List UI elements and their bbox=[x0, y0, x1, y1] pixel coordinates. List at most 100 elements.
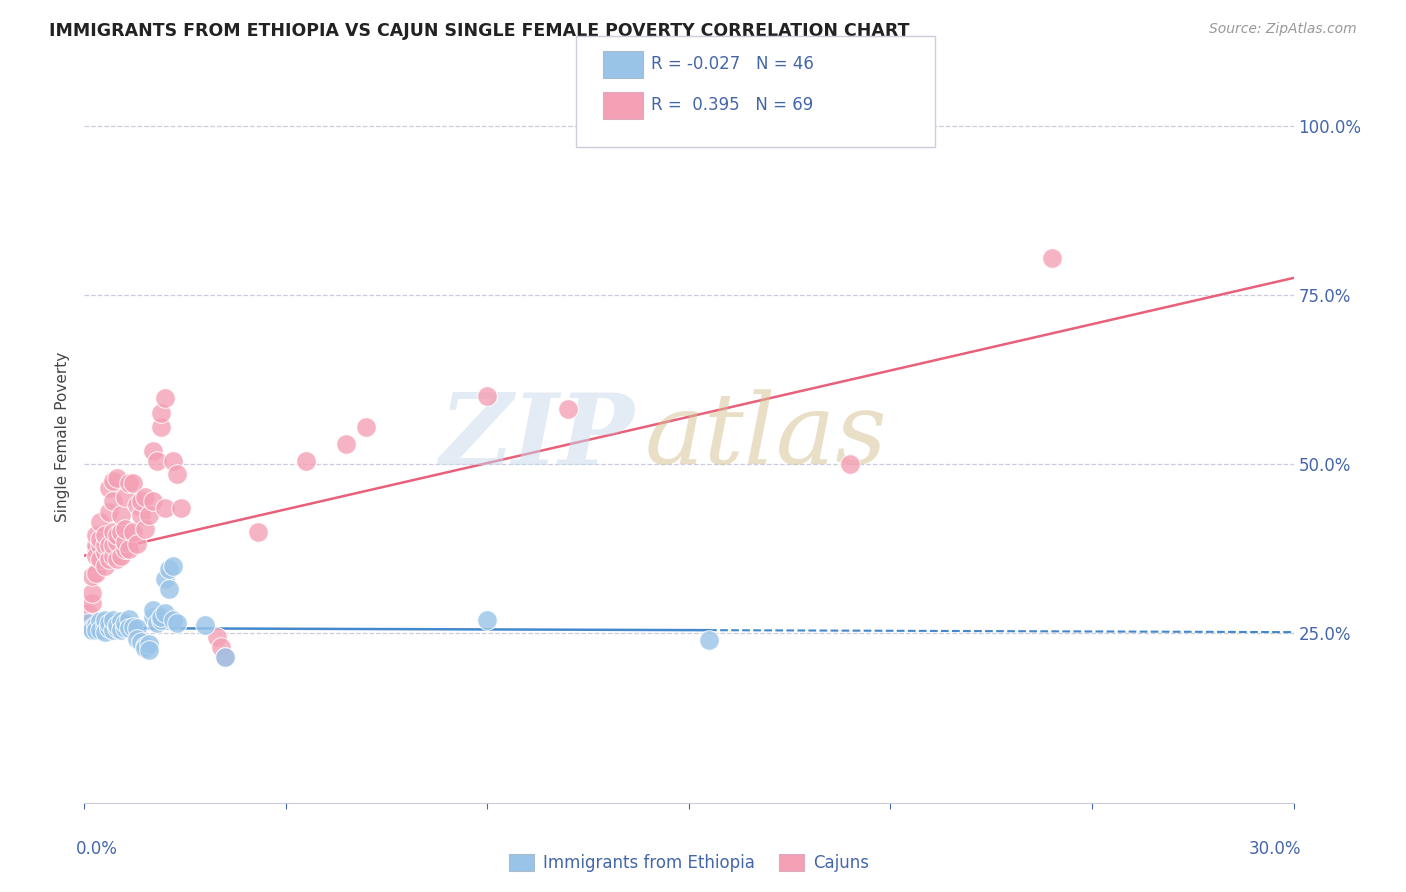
Point bbox=[93, 558, 115, 573]
Point bbox=[134, 521, 156, 535]
Text: 30.0%: 30.0% bbox=[1249, 840, 1302, 858]
Point bbox=[153, 501, 176, 516]
Point bbox=[149, 613, 172, 627]
Point bbox=[162, 558, 184, 573]
Point bbox=[134, 639, 156, 653]
Point bbox=[89, 515, 111, 529]
Point bbox=[166, 467, 188, 482]
Text: ZIP: ZIP bbox=[440, 389, 634, 485]
Text: 0.0%: 0.0% bbox=[76, 840, 118, 858]
Point bbox=[118, 611, 141, 625]
Point bbox=[246, 524, 269, 539]
Point bbox=[214, 650, 236, 665]
Point bbox=[153, 572, 176, 586]
Point bbox=[134, 490, 156, 504]
Point bbox=[82, 596, 104, 610]
Point bbox=[142, 603, 165, 617]
Point bbox=[77, 616, 100, 631]
Point bbox=[129, 494, 152, 508]
Point bbox=[335, 437, 357, 451]
Point bbox=[118, 621, 141, 635]
Point bbox=[105, 618, 128, 632]
Point bbox=[146, 454, 169, 468]
Text: R = -0.027   N = 46: R = -0.027 N = 46 bbox=[651, 55, 814, 73]
Point bbox=[129, 634, 152, 648]
Text: atlas: atlas bbox=[644, 390, 887, 484]
Point bbox=[134, 641, 156, 656]
Point bbox=[110, 623, 132, 637]
Text: R =  0.395   N = 69: R = 0.395 N = 69 bbox=[651, 96, 813, 114]
Point bbox=[125, 621, 148, 635]
Point bbox=[101, 494, 124, 508]
Point bbox=[110, 615, 132, 629]
Point bbox=[142, 494, 165, 508]
Point bbox=[153, 606, 176, 620]
Point bbox=[97, 481, 120, 495]
Point bbox=[477, 613, 499, 627]
Point bbox=[89, 623, 111, 637]
Point bbox=[114, 521, 136, 535]
Point bbox=[839, 457, 862, 471]
Point bbox=[105, 552, 128, 566]
Point bbox=[149, 420, 172, 434]
Point bbox=[295, 454, 318, 468]
Point bbox=[146, 616, 169, 631]
Point bbox=[129, 508, 152, 522]
Point bbox=[157, 562, 180, 576]
Point bbox=[93, 538, 115, 552]
Point bbox=[82, 623, 104, 637]
Point bbox=[166, 616, 188, 631]
Point bbox=[125, 498, 148, 512]
Point bbox=[153, 391, 176, 405]
Point bbox=[82, 621, 104, 635]
Point bbox=[114, 621, 136, 635]
Point bbox=[86, 528, 108, 542]
Point bbox=[149, 406, 172, 420]
Point bbox=[89, 615, 111, 629]
Point bbox=[125, 537, 148, 551]
Point bbox=[77, 606, 100, 620]
Point bbox=[86, 538, 108, 552]
Point bbox=[149, 609, 172, 624]
Point bbox=[142, 609, 165, 624]
Point bbox=[97, 538, 120, 552]
Point bbox=[93, 528, 115, 542]
Text: IMMIGRANTS FROM ETHIOPIA VS CAJUN SINGLE FEMALE POVERTY CORRELATION CHART: IMMIGRANTS FROM ETHIOPIA VS CAJUN SINGLE… bbox=[49, 22, 910, 40]
Point bbox=[77, 616, 100, 631]
Point bbox=[114, 535, 136, 549]
Point bbox=[97, 505, 120, 519]
Point bbox=[105, 528, 128, 542]
Point bbox=[110, 549, 132, 563]
Point bbox=[110, 524, 132, 539]
Point bbox=[209, 640, 232, 654]
Point bbox=[477, 389, 499, 403]
Legend: Immigrants from Ethiopia, Cajuns: Immigrants from Ethiopia, Cajuns bbox=[502, 847, 876, 879]
Point bbox=[86, 623, 108, 637]
Point bbox=[86, 549, 108, 563]
Point bbox=[118, 541, 141, 556]
Point bbox=[86, 541, 108, 556]
Point bbox=[101, 623, 124, 637]
Point bbox=[118, 476, 141, 491]
Point bbox=[214, 650, 236, 665]
Point bbox=[114, 490, 136, 504]
Point bbox=[93, 613, 115, 627]
Point bbox=[101, 474, 124, 488]
Point bbox=[101, 538, 124, 552]
Point bbox=[138, 637, 160, 651]
Point bbox=[82, 586, 104, 600]
Point bbox=[121, 476, 143, 491]
Point bbox=[162, 454, 184, 468]
Point bbox=[105, 535, 128, 549]
Point bbox=[101, 613, 124, 627]
Point bbox=[97, 616, 120, 631]
Point bbox=[170, 501, 193, 516]
Y-axis label: Single Female Poverty: Single Female Poverty bbox=[55, 352, 70, 522]
Point bbox=[101, 549, 124, 563]
Point bbox=[82, 569, 104, 583]
Point bbox=[356, 420, 378, 434]
Point bbox=[697, 633, 720, 648]
Point bbox=[93, 625, 115, 640]
Point bbox=[86, 618, 108, 632]
Point bbox=[157, 582, 180, 597]
